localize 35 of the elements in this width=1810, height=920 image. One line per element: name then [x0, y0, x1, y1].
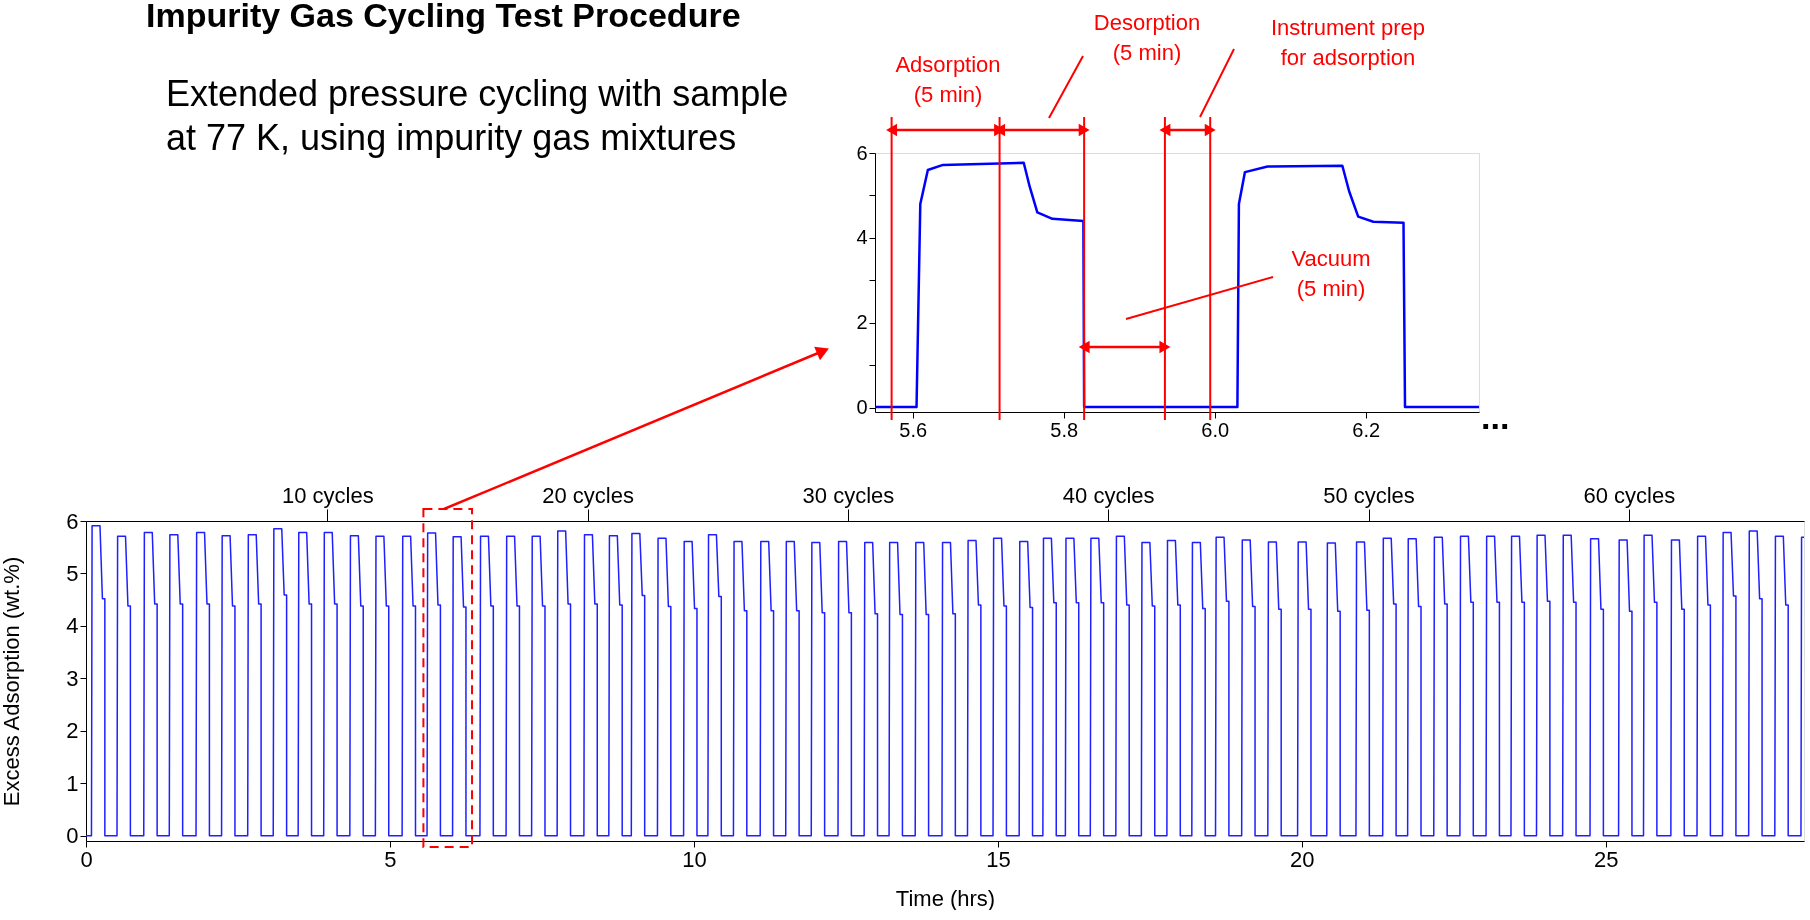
x-tick-label: 5.8: [1050, 418, 1079, 441]
y-tick-label: 4: [66, 613, 79, 639]
x2-tick-label: 60 cycles: [1583, 482, 1676, 508]
y-tick-label: 0: [66, 823, 79, 849]
text: Extended pressure cycling with sample at 77 K, using impurity gas mixtures: [166, 73, 789, 158]
text: Adsorption (5 min): [895, 52, 1001, 107]
annotation: Vacuum (5 min): [1291, 246, 1371, 301]
y-tick-label: 6: [856, 141, 868, 164]
x2-tick-label: 20 cycles: [542, 482, 634, 508]
x2-tick-label: 50 cycles: [1323, 482, 1415, 508]
y-tick-label: 0: [856, 396, 868, 419]
text: ...: [1481, 398, 1510, 436]
x-tick-label: 20: [1290, 846, 1315, 872]
x-tick-label: 10: [682, 846, 707, 872]
y-tick-label: 4: [856, 226, 868, 249]
y-tick-label: 6: [66, 508, 79, 534]
y-tick-label: 2: [66, 718, 79, 744]
x-tick-label: 25: [1594, 846, 1619, 872]
x-tick-label: 5: [384, 846, 397, 872]
x-axis-title: Time (hrs): [895, 885, 996, 911]
x-tick-label: 6.2: [1352, 418, 1381, 441]
y-tick-label: 1: [66, 770, 79, 796]
text: Impurity Gas Cycling Test Procedure: [146, 0, 741, 34]
text: Desorption (5 min): [1093, 10, 1201, 65]
x-tick-label: 15: [986, 846, 1011, 872]
x2-tick-label: 10 cycles: [281, 482, 374, 508]
x2-tick-label: 40 cycles: [1062, 482, 1155, 508]
x-tick-label: 5.6: [899, 418, 928, 441]
y-tick-label: 5: [66, 560, 79, 586]
x2-tick-label: 30 cycles: [802, 482, 895, 508]
y-tick-label: 2: [856, 311, 868, 334]
y-axis-title: Excess Adsorption (wt.%): [0, 556, 25, 807]
y-tick-label: 3: [66, 665, 79, 691]
x-tick-label: 6.0: [1201, 418, 1230, 441]
text: Instrument prep for adsorption: [1270, 15, 1426, 70]
